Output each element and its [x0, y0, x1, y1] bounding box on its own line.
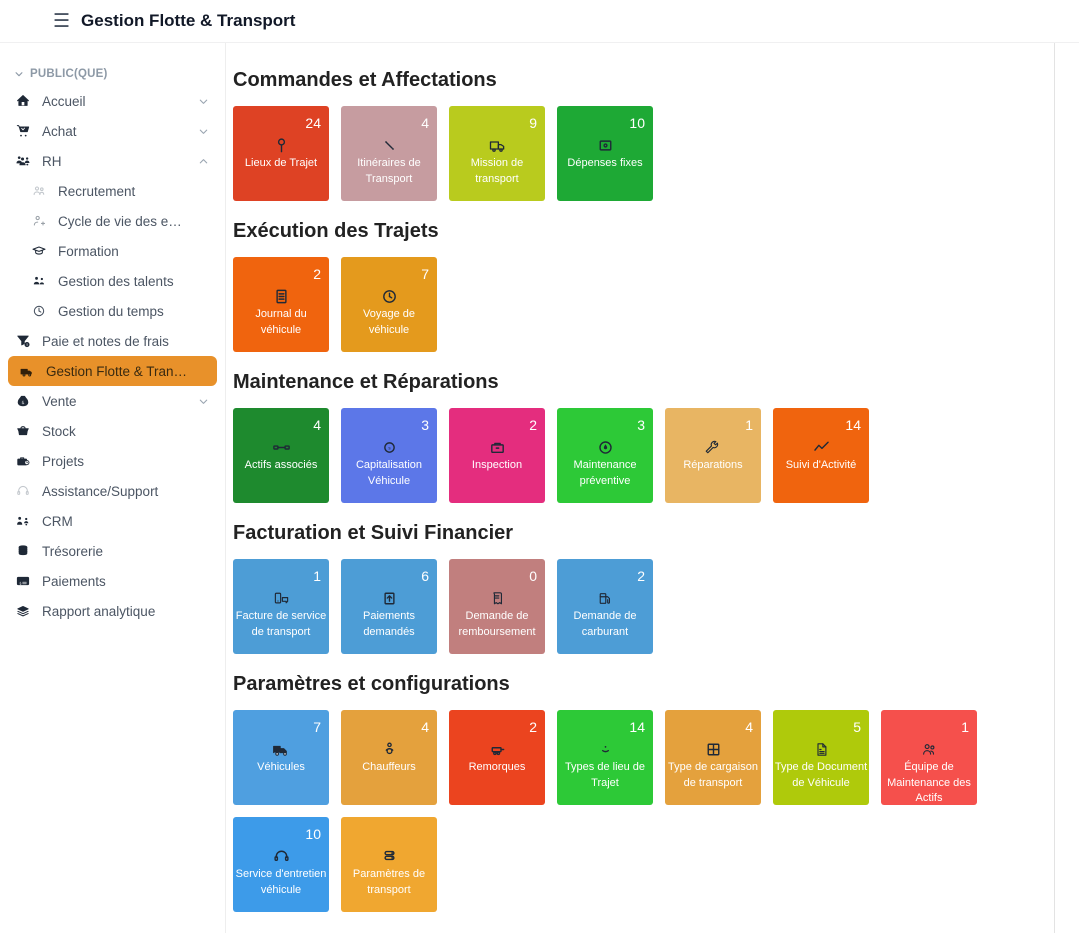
svg-text:s: s [388, 445, 391, 450]
